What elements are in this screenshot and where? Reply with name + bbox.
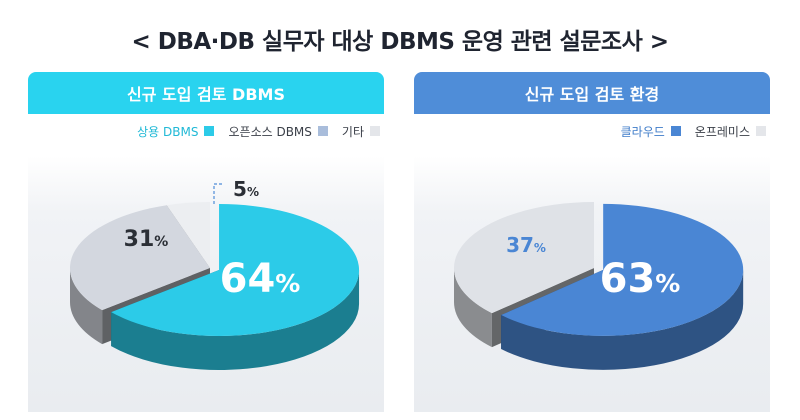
legend-item-other: 기타 [342,123,380,140]
legend-swatch-cloud [670,126,681,136]
legend-item-opensource: 오픈소스 DBMS [228,123,328,140]
dbms-pie-label-0: 64% [220,256,301,302]
legend-swatch-other [370,126,380,136]
environment-pie-slice-1 [454,202,594,314]
page-title: < DBA·DB 실무자 대상 DBMS 운영 관련 설문조사 > [131,29,669,55]
environment-pie-label-1: 37% [506,233,546,257]
environment-pie-chart: 63% 37% [454,202,744,370]
legend-label-cloud: 클라우드 [620,124,665,139]
environment-pie-slice-0 [501,203,744,336]
legend-swatch-onprem [756,126,766,136]
dbms-chart-area: 64% 31% 5% [28,156,384,412]
legend-item-cloud: 클라우드 [621,123,681,140]
environment-chart-area: 63% 37% [414,156,770,412]
legend-label-commercial: 상용 DBMS [137,124,199,139]
dbms-pie-slice-0 [111,204,360,337]
legend-item-commercial: 상용 DBMS [137,123,215,140]
dbms-pie-leader-line [213,183,224,204]
dbms-pie-slice-1 [70,205,210,311]
dbms-panel: 신규 도입 검토 DBMS 상용 DBMS 오픈소스 DBMS 기타 64% 31… [28,72,384,412]
environment-pie-label-0: 63% [600,256,681,302]
environment-panel: 신규 도입 검토 환경 클라우드 온프레미스 63% 37% [414,72,770,412]
dbms-legend: 상용 DBMS 오픈소스 DBMS 기타 [137,122,380,140]
legend-swatch-commercial [204,126,215,136]
legend-item-onprem: 온프레미스 [695,123,766,140]
environment-panel-title: 신규 도입 검토 환경 [414,72,770,114]
dbms-pie-slice-2 [166,202,210,268]
dbms-pie-chart: 64% 31% 5% [70,177,360,371]
environment-legend: 클라우드 온프레미스 [621,122,766,140]
legend-label-opensource: 오픈소스 DBMS [228,124,312,139]
dbms-pie-label-2: 5% [233,177,259,201]
legend-label-other: 기타 [341,124,364,139]
legend-label-onprem: 온프레미스 [694,124,750,139]
legend-swatch-opensource [317,126,328,136]
dbms-pie-label-1: 31% [124,227,169,252]
dbms-panel-title: 신규 도입 검토 DBMS [28,72,384,114]
